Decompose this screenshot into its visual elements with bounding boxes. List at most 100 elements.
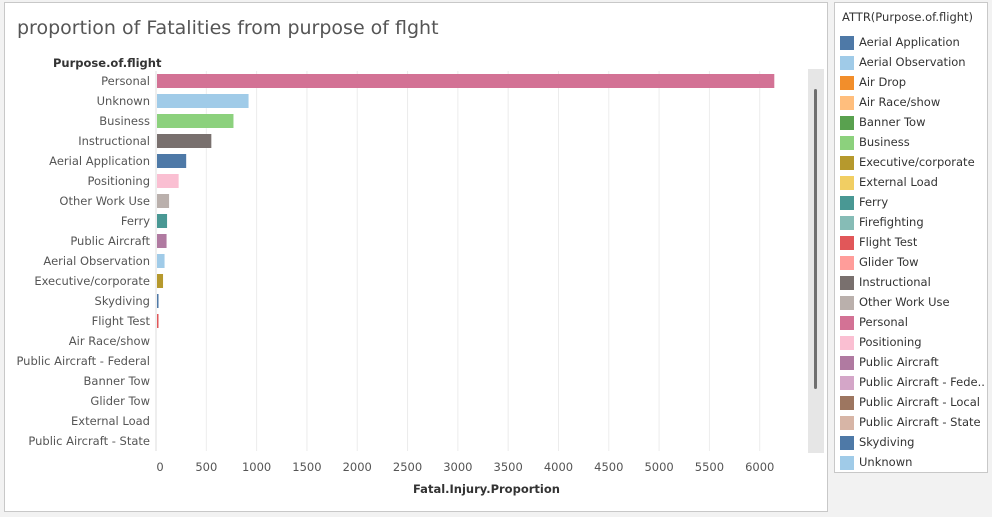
legend-swatch bbox=[840, 196, 854, 210]
x-tick-label: 500 bbox=[195, 460, 217, 474]
legend-label: Air Race/show bbox=[859, 95, 941, 109]
legend-list: Aerial Application Aerial Observation Air … bbox=[840, 33, 987, 472]
x-tick-label: 1500 bbox=[292, 460, 321, 474]
legend-swatch bbox=[840, 256, 854, 270]
bar[interactable] bbox=[157, 254, 165, 268]
category-label: Public Aircraft bbox=[70, 234, 150, 248]
legend-item[interactable]: Business bbox=[840, 133, 987, 153]
legend-label: Glider Tow bbox=[859, 255, 919, 269]
bar[interactable] bbox=[157, 94, 249, 108]
category-label: Glider Tow bbox=[90, 394, 150, 408]
legend-label: Flight Test bbox=[859, 235, 918, 249]
legend-item[interactable]: Skydiving bbox=[840, 433, 987, 453]
category-label: Ferry bbox=[121, 214, 150, 228]
legend-item[interactable]: Public Aircraft bbox=[840, 353, 987, 373]
legend-label: Business bbox=[859, 135, 910, 149]
legend-item[interactable]: Glider Tow bbox=[840, 253, 987, 273]
legend-swatch bbox=[840, 176, 854, 190]
category-label: Aerial Application bbox=[49, 154, 150, 168]
bar[interactable] bbox=[157, 74, 775, 88]
legend-label: Instructional bbox=[859, 275, 931, 289]
legend-item[interactable]: Aerial Application bbox=[840, 33, 987, 53]
legend-item[interactable]: Aerial Observation bbox=[840, 53, 987, 73]
legend-swatch bbox=[840, 156, 854, 170]
legend-label: Air Drop bbox=[859, 75, 907, 89]
legend-item[interactable]: Firefighting bbox=[840, 213, 987, 233]
legend-item[interactable]: Public Aircraft - Fede.. bbox=[840, 373, 987, 393]
category-label: Flight Test bbox=[92, 314, 151, 328]
category-label: Air Race/show bbox=[69, 334, 150, 348]
x-axis-title: Fatal.Injury.Proportion bbox=[413, 482, 560, 496]
legend-item[interactable]: Personal bbox=[840, 313, 987, 333]
category-label: Public Aircraft - State bbox=[28, 434, 150, 448]
legend-item[interactable]: Public Aircraft - Local bbox=[840, 393, 987, 413]
x-tick-label: 3000 bbox=[443, 460, 472, 474]
bar[interactable] bbox=[157, 134, 212, 148]
chart-title: proportion of Fatalities from purpose of… bbox=[17, 17, 439, 39]
category-label: Skydiving bbox=[95, 294, 150, 308]
legend-swatch bbox=[840, 296, 854, 310]
legend-item[interactable]: Air Race/show bbox=[840, 93, 987, 113]
legend-label: Personal bbox=[859, 315, 908, 329]
category-label: Personal bbox=[101, 74, 150, 88]
category-label: External Load bbox=[71, 414, 150, 428]
bar-chart-plot: Personal Unknown Business Instructional Aeri… bbox=[16, 71, 775, 474]
legend-label: Unknown bbox=[859, 455, 913, 469]
legend-swatch bbox=[840, 396, 854, 410]
legend-swatch bbox=[840, 96, 854, 110]
legend-item[interactable]: Other Work Use bbox=[840, 293, 987, 313]
legend-item[interactable]: Public Aircraft - State bbox=[840, 413, 987, 433]
category-label: Instructional bbox=[78, 134, 150, 148]
legend-item[interactable]: External Load bbox=[840, 173, 987, 193]
category-label: Aerial Observation bbox=[43, 254, 150, 268]
legend-item[interactable]: Ferry bbox=[840, 193, 987, 213]
legend-swatch bbox=[840, 56, 854, 70]
x-tick-label: 4500 bbox=[594, 460, 623, 474]
legend-item[interactable]: Unknown bbox=[840, 453, 987, 472]
legend-label: Ferry bbox=[859, 195, 889, 209]
x-tick-label: 5500 bbox=[695, 460, 724, 474]
legend-item[interactable]: Executive/corporate bbox=[840, 153, 987, 173]
bar[interactable] bbox=[157, 194, 170, 208]
legend-label: Aerial Observation bbox=[859, 55, 966, 69]
x-tick-label: 0 bbox=[156, 460, 163, 474]
category-label: Other Work Use bbox=[59, 194, 150, 208]
legend-title: ATTR(Purpose.of.flight) bbox=[842, 10, 974, 24]
legend-item[interactable]: Banner Tow bbox=[840, 113, 987, 133]
legend-swatch bbox=[840, 76, 854, 90]
vertical-scrollbar[interactable] bbox=[808, 69, 824, 453]
legend-swatch bbox=[840, 216, 854, 230]
legend-label: Skydiving bbox=[859, 435, 915, 449]
bar[interactable] bbox=[157, 294, 159, 308]
x-tick-label: 6000 bbox=[745, 460, 774, 474]
legend-swatch bbox=[840, 136, 854, 150]
bar[interactable] bbox=[157, 234, 167, 248]
legend-item[interactable]: Positioning bbox=[840, 333, 987, 353]
legend-swatch bbox=[840, 116, 854, 130]
bar[interactable] bbox=[157, 314, 159, 328]
legend-label: Public Aircraft - Local bbox=[859, 395, 980, 409]
category-label: Unknown bbox=[97, 94, 150, 108]
bar[interactable] bbox=[157, 274, 164, 288]
scrollbar-thumb[interactable] bbox=[814, 89, 817, 389]
legend-item[interactable]: Flight Test bbox=[840, 233, 987, 253]
bar[interactable] bbox=[157, 114, 234, 128]
legend-swatch bbox=[840, 316, 854, 330]
bar[interactable] bbox=[157, 174, 179, 188]
legend-label: Banner Tow bbox=[859, 115, 926, 129]
x-tick-label: 4000 bbox=[544, 460, 573, 474]
x-tick-label: 2500 bbox=[393, 460, 422, 474]
legend-swatch bbox=[840, 276, 854, 290]
category-label: Business bbox=[99, 114, 150, 128]
legend-item[interactable]: Air Drop bbox=[840, 73, 987, 93]
legend-item[interactable]: Instructional bbox=[840, 273, 987, 293]
x-tick-label: 5000 bbox=[644, 460, 673, 474]
bar[interactable] bbox=[157, 154, 187, 168]
legend-label: External Load bbox=[859, 175, 938, 189]
legend-label: Positioning bbox=[859, 335, 922, 349]
legend-swatch bbox=[840, 336, 854, 350]
legend-swatch bbox=[840, 356, 854, 370]
legend-swatch bbox=[840, 456, 854, 470]
legend-label: Public Aircraft - Fede.. bbox=[859, 375, 985, 389]
bar[interactable] bbox=[157, 214, 168, 228]
